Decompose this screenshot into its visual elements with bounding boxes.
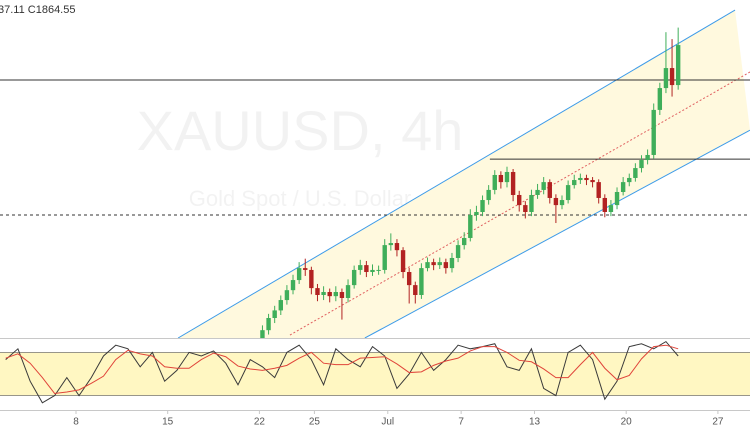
candle-body [480,200,485,212]
candle-body [517,194,522,206]
candle-body [584,177,589,181]
candle-body [425,262,430,269]
x-tick-label: 7 [458,417,464,428]
candle-body [468,214,473,238]
candle-body [633,168,638,178]
candle-body [651,109,656,155]
x-tick-label: 22 [254,417,266,428]
candle-body [266,317,271,331]
candle-body [394,243,400,251]
candle-body [272,310,277,318]
candle-body [504,171,510,183]
x-tick-label: 13 [529,417,541,428]
candle-body [376,269,381,271]
candle-body [578,177,583,181]
candle-body [443,262,449,269]
stochastic-band [0,352,750,396]
candle-body [541,182,546,190]
candle-body [400,250,406,273]
candle-body [370,269,375,273]
candle-body [486,189,491,201]
candle-body [639,160,644,169]
x-tick-label: 27 [712,417,724,428]
candle-body [303,268,308,270]
stochastic-line [5,344,679,394]
x-tick-label: 15 [162,417,174,428]
candle-body [419,268,424,296]
candle-body [437,262,442,266]
stochastic-line [5,340,679,404]
price-pane: XAUUSD, 4h Gold Spot / U.S. Dollar [0,9,750,338]
x-axis: 8 15 22 25 Jul 7 13 20 27 [73,410,724,428]
candle-body [358,265,363,270]
candle-body [498,174,504,183]
candle-body [278,300,283,311]
candle-body [364,265,369,273]
candle-body [296,268,302,281]
ohlc-label: 37.11 C1864.55 [0,4,75,16]
channel-upper [177,9,736,338]
candle-body [620,182,626,192]
candle-body [669,68,675,86]
candle-body [510,171,516,195]
candle-body [284,290,290,301]
candle-body [315,288,320,296]
candle-body [657,88,663,110]
candle-body [572,180,577,186]
candle-body [345,285,351,298]
x-tick-label: Jul [381,417,394,428]
candle-body [309,269,314,289]
x-tick-label: 25 [309,417,321,428]
candle-body [260,330,265,338]
candle-body [333,292,339,297]
candle-body [614,191,620,206]
watermark-subtitle: Gold Spot / U.S. Dollar [189,186,412,211]
candle-body [596,182,601,198]
candle-body [565,185,571,201]
candle-body [523,205,528,212]
candle-body [413,285,418,296]
channel-fill [178,10,750,338]
x-tick-label: 8 [73,417,79,428]
candle-body [602,197,608,212]
candle-body [547,182,552,198]
candle-body [474,211,479,215]
candle-body [327,292,332,297]
candle-body [559,200,565,206]
candle-body [461,237,467,246]
candle-body [645,154,650,161]
candle-body [455,245,461,258]
candle-body [290,280,296,291]
candle-body [663,68,669,89]
x-tick-label: 20 [621,417,633,428]
channel-lower [364,129,750,338]
candle-body [529,194,534,212]
candle-body [627,177,632,183]
watermark: XAUUSD, 4h [137,99,464,162]
candle-body [339,292,345,298]
candle-body [321,292,326,296]
candle-body [590,180,595,183]
candle-body [388,243,394,246]
candle-body [382,245,387,270]
candle-body [449,257,455,269]
candle-body [675,45,681,86]
candle-body [351,269,357,286]
candle-body [431,262,436,266]
candle-body [553,197,559,206]
candle-body [535,189,540,195]
candle-body [406,272,412,286]
stochastic-pane [0,340,750,404]
candle-body [608,205,614,212]
candle-body [492,174,497,190]
